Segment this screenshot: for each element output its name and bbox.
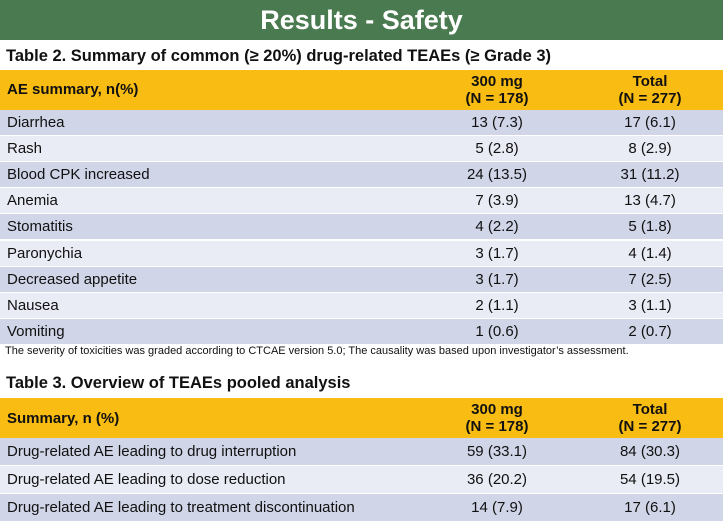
cell-300mg: 3 (1.7) <box>475 244 519 262</box>
cell-total: 84 (30.3) <box>619 443 681 460</box>
header-total: Total <box>632 73 668 90</box>
cell-300mg: 4 (2.2) <box>475 218 519 236</box>
cell-total: 17 (6.1) <box>624 499 676 516</box>
header-n: (N = 277) <box>618 418 682 435</box>
header-dose: 300 mg <box>471 401 523 418</box>
table-row: Stomatitis 4 (2.2) 5 (1.8) <box>0 214 723 240</box>
table2-header-label: AE summary, n(%) <box>7 81 139 98</box>
cell-total: 31 (11.2) <box>620 166 680 184</box>
table3-header-total: Total (N = 277) <box>580 401 720 435</box>
cell-300mg: 36 (20.2) <box>466 471 528 488</box>
table-row: Vomiting 1 (0.6) 2 (0.7) <box>0 318 723 344</box>
table2-header: AE summary, n(%) 300 mg (N = 178) Total … <box>0 70 723 110</box>
header-n: (N = 178) <box>465 90 529 107</box>
cell-300mg: 59 (33.1) <box>466 443 528 460</box>
row-label: Anemia <box>7 192 58 210</box>
cell-total: 4 (1.4) <box>628 244 672 262</box>
page-banner: Results - Safety <box>0 0 723 40</box>
row-label: Drug-related AE leading to treatment dis… <box>7 499 355 516</box>
row-label: Rash <box>7 140 43 158</box>
cell-300mg: 3 (1.7) <box>475 270 519 288</box>
header-total: Total <box>632 401 668 418</box>
row-label: Blood CPK increased <box>7 166 150 184</box>
table3-header: Summary, n (%) 300 mg (N = 178) Total (N… <box>0 398 723 438</box>
row-label: Decreased appetite <box>7 270 138 288</box>
row-label: Stomatitis <box>7 218 73 236</box>
header-n: (N = 178) <box>465 418 529 435</box>
row-label: Diarrhea <box>7 114 65 131</box>
header-dose: 300 mg <box>471 73 523 90</box>
table-row: Diarrhea 13 (7.3) 17 (6.1) <box>0 110 723 135</box>
table2-footnote: The severity of toxicities was graded ac… <box>5 345 629 357</box>
table-row: Decreased appetite 3 (1.7) 7 (2.5) <box>0 266 723 292</box>
table3-title: Table 3. Overview of TEAEs pooled analys… <box>6 374 351 392</box>
table-row: Anemia 7 (3.9) 13 (4.7) <box>0 188 723 214</box>
table-row: Nausea 2 (1.1) 3 (1.1) <box>0 292 723 318</box>
table2-title: Table 2. Summary of common (≥ 20%) drug-… <box>6 47 552 65</box>
cell-total: 5 (1.8) <box>628 218 672 236</box>
cell-300mg: 5 (2.8) <box>475 140 519 158</box>
cell-total: 17 (6.1) <box>624 114 676 131</box>
cell-300mg: 1 (0.6) <box>475 322 519 340</box>
table-row: Blood CPK increased 24 (13.5) 31 (11.2) <box>0 162 723 188</box>
cell-300mg: 2 (1.1) <box>475 296 519 314</box>
table-row: Rash 5 (2.8) 8 (2.9) <box>0 136 723 162</box>
cell-300mg: 13 (7.3) <box>471 114 523 131</box>
cell-300mg: 7 (3.9) <box>475 192 519 210</box>
table3-header-300mg: 300 mg (N = 178) <box>427 401 567 435</box>
row-label: Vomiting <box>7 322 65 340</box>
cell-total: 3 (1.1) <box>628 296 672 314</box>
row-label: Nausea <box>7 296 59 314</box>
cell-300mg: 14 (7.9) <box>471 499 523 516</box>
cell-300mg: 24 (13.5) <box>466 166 528 184</box>
row-label: Drug-related AE leading to drug interrup… <box>7 443 297 460</box>
cell-total: 8 (2.9) <box>628 140 672 158</box>
table2-header-300mg: 300 mg (N = 178) <box>427 73 567 107</box>
cell-total: 2 (0.7) <box>628 322 672 340</box>
cell-total: 7 (2.5) <box>628 270 672 288</box>
row-label: Drug-related AE leading to dose reductio… <box>7 471 286 488</box>
header-n: (N = 277) <box>618 90 682 107</box>
row-label: Paronychia <box>7 244 83 262</box>
table-row: Drug-related AE leading to drug interrup… <box>0 438 723 465</box>
table2-header-total: Total (N = 277) <box>580 73 720 107</box>
table-row: Paronychia 3 (1.7) 4 (1.4) <box>0 240 723 266</box>
table-row: Drug-related AE leading to dose reductio… <box>0 466 723 493</box>
table3-header-label: Summary, n (%) <box>7 410 120 427</box>
cell-total: 13 (4.7) <box>624 192 676 210</box>
table-row: Drug-related AE leading to treatment dis… <box>0 494 723 521</box>
cell-total: 54 (19.5) <box>619 471 681 488</box>
